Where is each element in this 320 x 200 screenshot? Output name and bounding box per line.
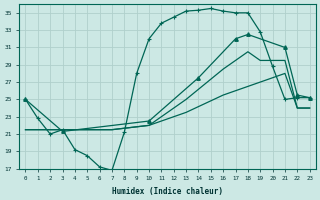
X-axis label: Humidex (Indice chaleur): Humidex (Indice chaleur) — [112, 187, 223, 196]
